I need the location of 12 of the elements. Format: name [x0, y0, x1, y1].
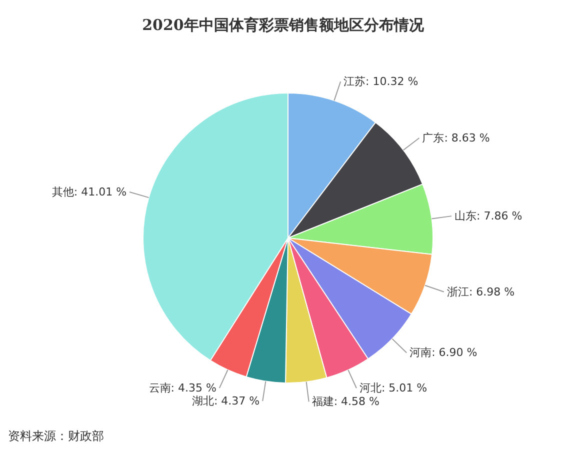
slice-label: 福建: 4.58 %	[312, 395, 380, 408]
chart-title: 2020年中国体育彩票销售额地区分布情况	[142, 16, 425, 34]
slice-label: 河南: 6.90 %	[410, 346, 478, 360]
slice-label: 江苏: 10.32 %	[344, 75, 418, 88]
slice-label: 其他: 41.01 %	[52, 185, 127, 198]
slice-label: 广东: 8.63 %	[422, 131, 490, 144]
slice-label: 云南: 4.35 %	[148, 382, 216, 395]
slice-label: 河北: 5.01 %	[359, 382, 428, 395]
slice-label: 浙江: 6.98 %	[446, 285, 515, 298]
slice-label: 湖北: 4.37 %	[192, 394, 260, 408]
slice-label: 山东: 7.86 %	[454, 210, 522, 223]
text: 资料来源：财政部	[8, 428, 105, 445]
